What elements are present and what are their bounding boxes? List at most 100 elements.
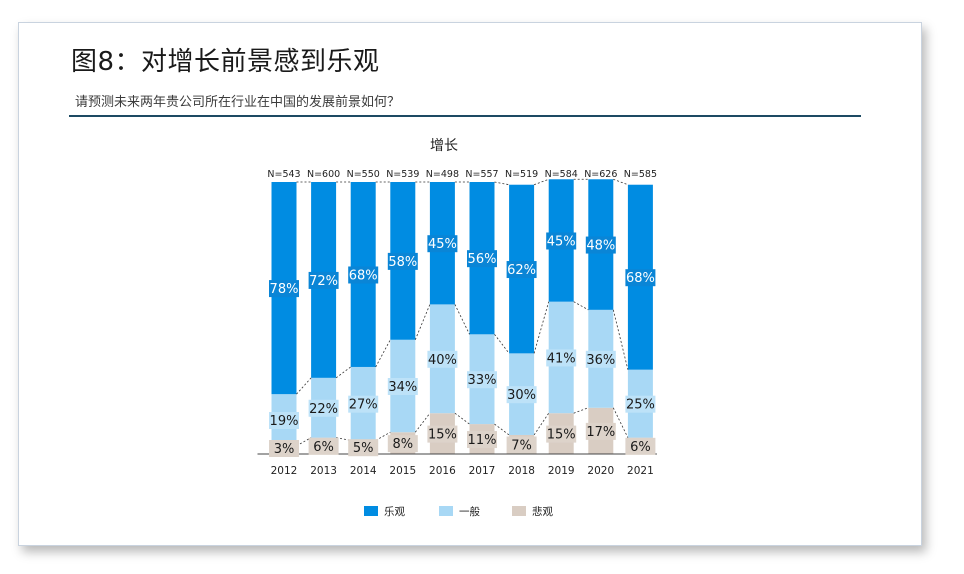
connector-line [375,339,391,368]
sample-size-label: N=519 [505,169,538,180]
data-label-bg [269,412,299,429]
connector-line [494,423,510,436]
data-label-bg [269,280,299,298]
data-label: 36% [586,353,615,368]
x-tick-label: 2015 [389,465,416,477]
data-label: 58% [388,255,417,270]
data-label-bg [308,399,339,417]
sample-size-label: N=584 [545,169,578,180]
data-label-bg [387,435,418,453]
data-label-bg [387,378,418,395]
data-label-bg [506,386,537,404]
data-label-bg [585,422,616,440]
data-label-bg [308,437,339,455]
data-label: 62% [507,263,536,278]
data-label: 45% [428,237,457,252]
connector-line [612,407,629,438]
data-label: 3% [274,442,295,457]
data-label: 15% [547,428,576,443]
data-label: 11% [468,433,497,448]
data-label-bg [585,350,616,368]
data-label: 27% [349,398,378,413]
stacked-bar-chart: 增长 3% 19% 78% 6% 22% 72% 5% 27% 68% 8% 34% 58% 15% 40%… [257,138,657,518]
connector-line [414,304,431,340]
sample-size-label: N=600 [307,169,340,180]
connector-line [494,181,510,186]
legend-label: 悲观 [532,505,553,518]
data-label-bg [308,271,339,289]
connector-line [533,178,549,186]
title-divider [69,115,861,117]
data-label: 41% [547,351,576,366]
sample-size-label: N=539 [386,169,419,180]
x-tick-label: 2012 [271,465,298,477]
x-tick-label: 2019 [548,465,575,477]
data-label: 78% [270,282,299,297]
connector-line [296,377,312,395]
x-tick-label: 2016 [429,465,456,477]
data-label-bg [506,436,537,454]
data-label-bg [427,425,458,443]
x-tick-label: 2017 [469,465,496,477]
data-label-bg [387,252,418,270]
legend-swatch [364,506,378,516]
x-tick-label: 2013 [310,465,337,477]
data-label: 45% [547,234,576,249]
data-label: 6% [630,440,651,455]
data-label-bg [625,395,656,413]
connector-line [573,407,589,414]
data-label-bg [585,236,616,254]
data-label-bg [348,266,379,284]
data-label-bg [348,395,379,413]
data-label-bg [427,235,458,253]
data-label-bg [625,269,656,287]
data-label: 7% [511,438,532,453]
data-label: 6% [313,440,334,455]
sample-size-label: N=557 [465,169,498,180]
data-label-bg [506,261,537,279]
chart-title: 增长 [430,138,458,154]
data-label-bg [546,232,577,250]
data-label: 68% [349,268,378,283]
legend-swatch [439,506,453,516]
data-label-bg [427,350,458,368]
data-label: 40% [428,353,457,368]
sample-size-label: N=543 [267,169,300,180]
sample-size-label: N=585 [624,169,657,180]
connector-line [613,178,629,186]
page-subtitle: 请预测未来两年贵公司所在行业在中国的发展前景如何？ [75,95,401,110]
x-tick-label: 2018 [508,465,535,477]
x-tick-label: 2020 [587,465,614,477]
data-label-bg [269,440,299,457]
data-label: 48% [586,239,615,254]
data-label-bg [467,250,497,268]
page-title: 图8：对增长前景感到乐观 [71,47,380,77]
data-label-bg [348,439,379,457]
data-label: 19% [270,414,299,429]
x-tick-label: 2021 [627,465,654,477]
connector-line [335,366,351,379]
data-label: 72% [309,274,338,289]
sample-size-label: N=498 [426,169,459,180]
data-label: 17% [586,425,615,440]
data-label-bg [546,349,577,367]
connector-line [573,301,589,311]
sample-size-label: N=626 [584,169,617,180]
data-label-bg [625,437,656,455]
connector-line [533,412,550,436]
x-tick-label: 2014 [350,465,377,477]
connector-line [454,304,470,335]
legend-swatch [512,506,526,516]
connector-line [375,431,391,441]
data-label: 25% [626,398,655,413]
data-label: 22% [309,402,338,417]
data-label: 33% [468,373,497,388]
data-label-bg [546,425,577,443]
data-label: 56% [468,252,497,267]
legend-label: 一般 [459,505,480,518]
data-label-bg [467,431,497,449]
legend-label: 乐观 [384,506,405,518]
sample-size-label: N=550 [347,169,380,180]
connector-line [533,301,550,354]
data-label: 34% [388,380,417,395]
